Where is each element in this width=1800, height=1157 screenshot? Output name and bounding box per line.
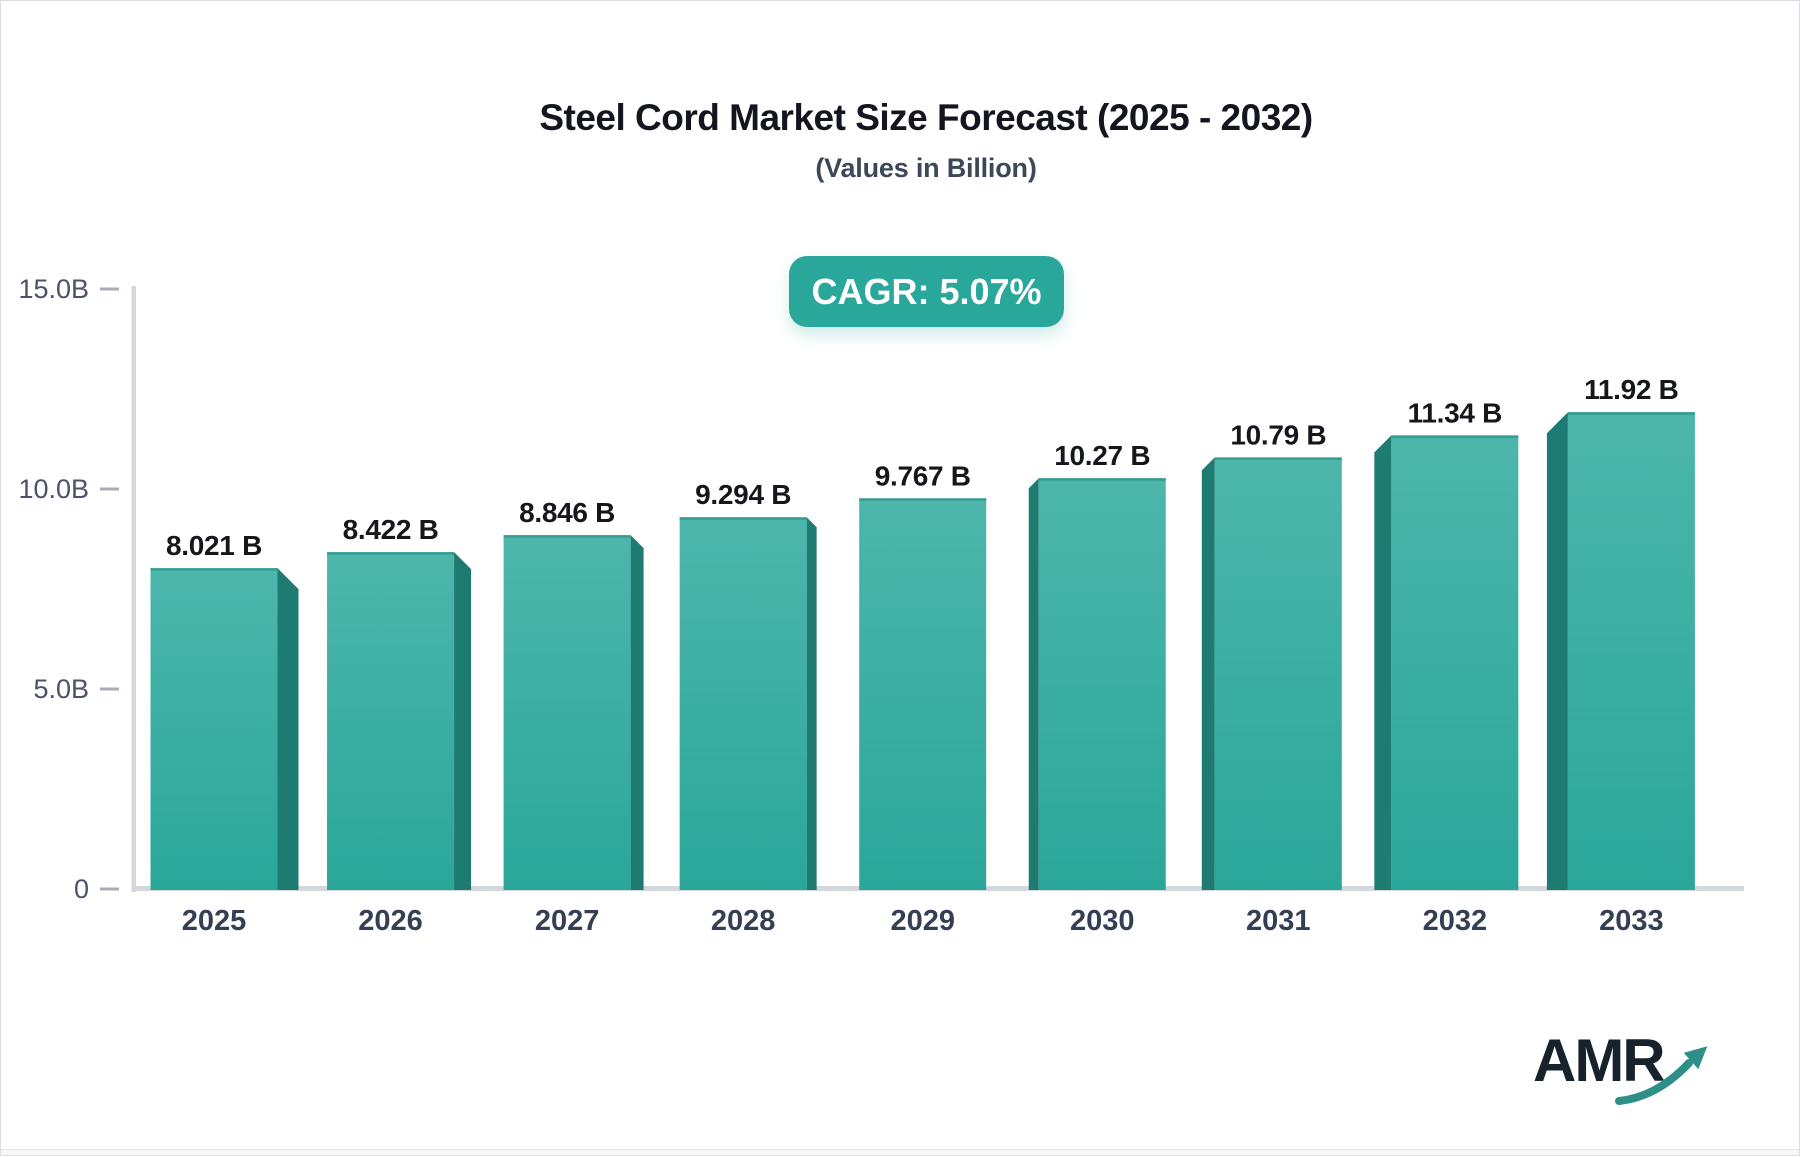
chart-subtitle: (Values in Billion) [815, 153, 1037, 183]
bar-side [630, 535, 644, 890]
y-tick-label: 10.0B [18, 474, 89, 504]
x-category-label: 2032 [1423, 905, 1488, 937]
bar-side [1374, 435, 1392, 890]
y-tick-label: 15.0B [18, 274, 89, 304]
bar-value-label: 8.021 B [166, 530, 262, 561]
bar-value-label: 9.767 B [875, 460, 971, 491]
bar-side [454, 552, 472, 890]
y-tick [100, 687, 119, 691]
bar-face-top-edge [859, 498, 987, 501]
x-category-label: 2028 [711, 905, 776, 937]
chart-title: Steel Cord Market Size Forecast (2025 - … [539, 97, 1313, 138]
x-category-label: 2027 [535, 905, 600, 937]
bar-side [806, 517, 817, 890]
bar-face-top-edge [150, 568, 278, 571]
bar-face-top-edge [1038, 478, 1166, 481]
cagr-badge: CAGR: 5.07% [789, 256, 1064, 327]
y-axis-line [131, 286, 136, 892]
bar-value-label: 10.27 B [1054, 440, 1150, 471]
brand-logo-text: AMR [1533, 1027, 1666, 1094]
bar-face [1567, 412, 1695, 890]
bar-face-top-edge [1214, 457, 1342, 460]
bar-face-top-edge [679, 517, 807, 520]
bar-face-top-edge [1391, 435, 1519, 438]
bar-face [327, 552, 455, 890]
y-tick-label: 5.0B [33, 674, 89, 704]
chart-header: Steel Cord Market Size Forecast (2025 - … [51, 97, 1800, 184]
x-category-label: 2033 [1599, 905, 1664, 937]
brand-logo: AMR [1533, 1031, 1733, 1121]
y-tick-label: 0 [74, 874, 89, 904]
bar-side [277, 568, 299, 890]
bar-face [1038, 478, 1166, 890]
bar-face [1391, 435, 1519, 890]
bar-side [1201, 457, 1215, 890]
bar-face [679, 517, 807, 890]
y-tick [100, 487, 119, 491]
y-tick [100, 887, 119, 891]
bar-face [503, 535, 631, 890]
bar-face-top-edge [327, 552, 455, 555]
bar-value-label: 9.294 B [695, 479, 791, 510]
bar-value-label: 11.34 B [1408, 397, 1502, 428]
bar-side [1546, 412, 1568, 890]
x-category-label: 2029 [890, 905, 955, 937]
bar-value-label: 10.79 B [1230, 419, 1326, 450]
bar-side [1028, 478, 1039, 890]
bar-face-top-edge [503, 535, 631, 538]
page-bottom-border [1, 1149, 1799, 1155]
bar-face-top-edge [1567, 412, 1695, 415]
bar-value-label: 8.846 B [519, 497, 615, 528]
brand-arrow-head [1683, 1046, 1708, 1070]
bar-face [1214, 457, 1342, 890]
brand-arrow-icon [1615, 1046, 1708, 1105]
bar-face [859, 498, 987, 890]
brand-arrow-swoosh [1615, 1059, 1693, 1105]
x-category-label: 2031 [1246, 905, 1311, 937]
bar-face [150, 568, 278, 890]
x-category-label: 2030 [1070, 905, 1135, 937]
cagr-badge-label: CAGR: 5.07% [811, 270, 1042, 312]
x-category-label: 2026 [358, 905, 423, 937]
x-category-label: 2025 [182, 905, 247, 937]
bar-value-label: 11.92 B [1584, 374, 1678, 405]
y-tick [100, 287, 119, 291]
bar-value-label: 8.422 B [343, 514, 439, 545]
